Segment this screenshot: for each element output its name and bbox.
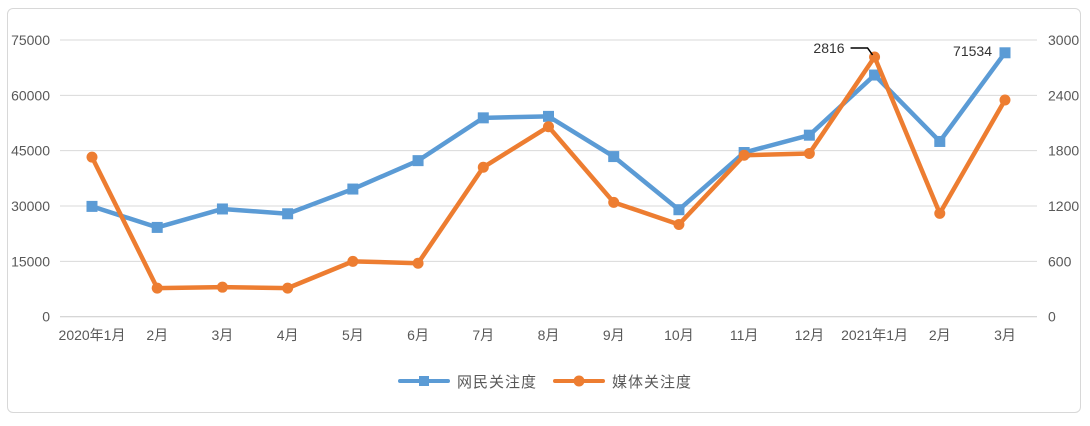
data-point-square-marker [673,204,685,216]
data-point-circle-marker [477,161,489,173]
data-point-square-marker [608,151,620,163]
x-axis-label: 8月 [538,327,560,343]
data-point-square-marker [999,47,1011,59]
y-axis-left-tick-label: 0 [42,309,50,325]
annotation-label: 2816 [813,40,844,56]
data-point-square-marker [347,183,359,195]
x-axis-label: 11月 [730,327,759,343]
x-axis-label: 10月 [664,327,694,343]
data-point-circle-marker [86,151,98,163]
x-axis-label: 2021年1月 [841,327,908,343]
y-axis-right-tick-label: 0 [1048,309,1056,325]
data-point-square-marker [216,203,228,215]
legend-item-netizen-attention: 网民关注度 [397,371,537,392]
netizen-series-line [89,50,1008,230]
y-axis-right-tick-label: 1200 [1048,198,1079,214]
y-axis-right-tick-label: 1800 [1048,143,1079,159]
data-point-circle-marker [282,282,294,294]
circle-marker-icon [573,375,585,387]
data-point-circle-marker [803,147,815,159]
orange-line-circle-marker-icon [553,375,605,387]
legend-item-media-attention: 媒体关注度 [553,371,692,392]
x-axis-label: 6月 [407,327,429,343]
data-point-circle-marker [738,149,750,161]
x-axis-label: 12月 [795,327,825,343]
y-axis-left-tick-label: 45000 [11,143,50,159]
data-point-circle-marker [412,257,424,269]
y-axis-left-tick-label: 60000 [11,87,50,103]
data-point-circle-marker [608,196,620,208]
y-axis-right-tick-label: 600 [1048,253,1072,269]
data-point-square-marker [151,221,163,233]
data-point-square-marker [869,69,881,81]
data-point-square-marker [934,135,946,147]
x-axis-label: 3月 [994,327,1016,343]
legend-label-media-attention: 媒体关注度 [612,373,693,391]
chart-legend: 网民关注度 媒体关注度 [0,368,1090,394]
data-point-square-marker [412,155,424,167]
chart-frame [7,8,1081,413]
data-point-circle-marker [542,121,554,133]
media-series-line [89,54,1008,291]
y-axis-left-tick-label: 75000 [11,32,50,48]
data-point-square-marker [542,110,554,122]
data-point-square-marker [477,112,489,124]
y-axis-right-tick-label: 3000 [1048,32,1079,48]
data-point-circle-marker [673,218,685,230]
blue-line-square-marker-icon [397,376,450,386]
x-axis-label: 7月 [472,327,494,343]
data-point-square-marker [803,129,815,141]
x-axis-label: 4月 [277,327,299,343]
annotation-label: 71534 [953,43,992,59]
data-point-square-marker [282,208,294,220]
annotation-leader-line [850,47,874,56]
x-axis-label: 2020年1月 [59,327,126,343]
data-point-circle-marker [347,255,359,267]
data-point-circle-marker [216,281,228,293]
y-axis-left-tick-label: 15000 [11,253,50,269]
data-point-circle-marker [999,94,1011,106]
data-point-square-marker [86,200,98,212]
y-axis-right-tick-label: 2400 [1048,87,1079,103]
legend-label-netizen-attention: 网民关注度 [456,373,537,391]
x-axis-label: 5月 [342,327,364,343]
x-axis-label: 2月 [929,327,951,343]
x-axis-label: 9月 [603,327,625,343]
data-point-circle-marker [151,282,163,294]
square-marker-icon [418,376,429,386]
x-axis-label: 3月 [212,327,234,343]
x-axis-label: 2月 [146,327,168,343]
y-axis-left-tick-label: 30000 [11,198,50,214]
data-point-circle-marker [934,207,946,219]
